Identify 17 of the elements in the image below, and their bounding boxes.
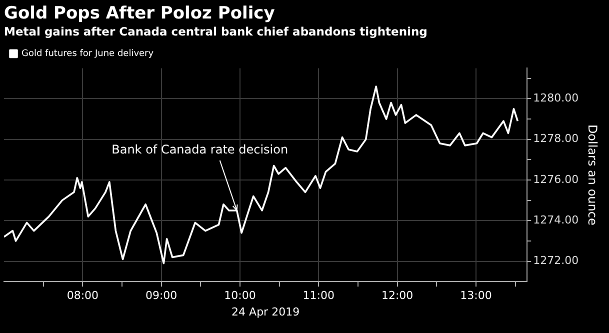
- chart-title: Gold Pops After Poloz Policy: [4, 4, 275, 24]
- x-tick-label: 12:00: [381, 289, 414, 302]
- y-axis-title: Dollars an ounce: [586, 124, 600, 226]
- y-tick-label: 1280.00: [533, 92, 579, 105]
- x-tick-label: 10:00: [224, 289, 256, 302]
- y-tick-label: 1272.00: [533, 254, 579, 268]
- y-tick-label: 1274.00: [533, 213, 579, 226]
- legend-label: Gold futures for June delivery: [22, 49, 154, 60]
- chart-subtitle: Metal gains after Canada central bank chief abandons tightening: [4, 24, 428, 38]
- x-axis-title: 24 Apr 2019: [232, 305, 300, 318]
- x-tick-label: 09:00: [145, 289, 178, 302]
- annotation: Bank of Canada rate decision: [112, 142, 288, 157]
- y-tick-label: 1276.00: [533, 172, 579, 186]
- x-tick-label: 13:00: [460, 289, 492, 302]
- x-tick-label: 11:00: [302, 289, 335, 302]
- y-tick-label: 1278.00: [533, 132, 579, 146]
- x-tick-label: 08:00: [66, 289, 99, 302]
